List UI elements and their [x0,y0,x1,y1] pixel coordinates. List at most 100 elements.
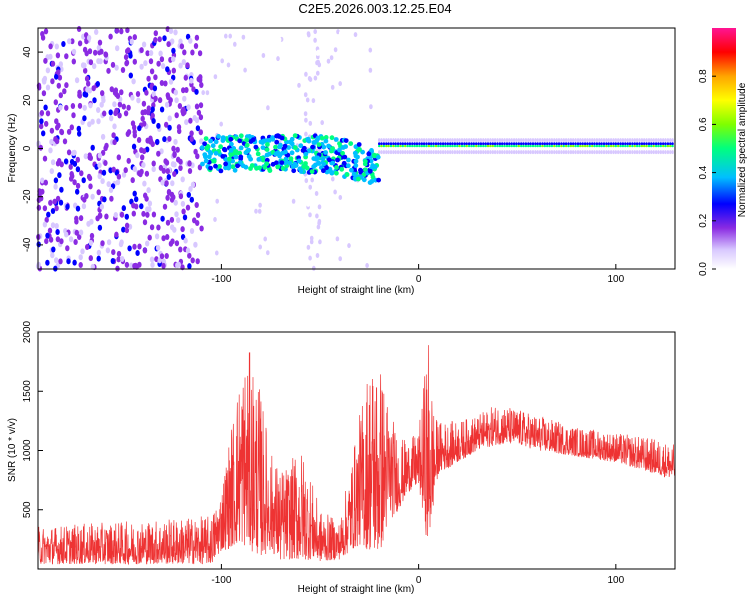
heatmap-cell-732 [315,253,320,258]
heatmap-cell-1499 [512,150,516,155]
heatmap-cell-661 [125,131,130,137]
heatmap-cell-1575 [557,150,561,155]
heatmap-cell-1516 [522,142,525,146]
heatmap-cell-1519 [524,150,528,155]
heatmap-cell-1712 [638,142,641,146]
heatmap-cell-1450 [484,138,487,143]
heatmap-cell-531 [55,195,61,202]
heatmap-cell-1203 [247,134,252,139]
heatmap-cell-726 [213,217,217,222]
heatmap-cell-1397 [451,144,454,148]
heatmap-cell-651 [114,107,119,114]
heatmap-cell-536 [145,240,150,247]
heatmap-cell-1673 [614,144,617,148]
heatmap-cell-1315 [404,150,407,155]
heatmap-cell-1431 [472,150,475,155]
heatmap-cell-787 [340,132,345,138]
spectrogram-y-tick-label-4: 40 [22,46,33,58]
heatmap-cell-359 [190,49,195,56]
heatmap-cell-809 [307,36,311,42]
heatmap-cell-146 [185,33,191,40]
heatmap-cell-1663 [609,150,613,155]
heatmap-cell-1559 [548,150,551,155]
heatmap-cell-1125 [249,163,255,168]
colorbar-tick-label-2: 0.4 [698,165,709,179]
heatmap-cell-1693 [626,144,629,148]
heatmap-cell-1542 [538,138,542,143]
heatmap-cell-277 [142,219,148,226]
heatmap-cell-9 [178,165,183,171]
heatmap-cell-378 [49,138,54,145]
heatmap-cell-1376 [439,142,442,146]
heatmap-cell-253 [131,143,137,150]
heatmap-cell-353 [82,104,87,111]
heatmap-cell-180 [165,234,170,240]
heatmap-cell-840 [317,111,321,117]
heatmap-cell-1058 [230,164,236,170]
heatmap-cell-660 [171,56,176,63]
heatmap-cell-1561 [548,144,551,148]
heatmap-cell-778 [220,51,225,56]
heatmap-cell-63 [147,200,153,207]
heatmap-cell-781 [258,202,262,208]
heatmap-cell-1072 [266,138,272,143]
heatmap-cell-609 [44,238,49,245]
heatmap-cell-1205 [353,153,359,159]
heatmap-cell-1636 [593,142,596,146]
heatmap-cell-1292 [389,142,393,146]
heatmap-cell-1551 [543,150,546,155]
heatmap-cell-407 [186,104,191,111]
heatmap-cell-1646 [600,138,603,143]
heatmap-cell-416 [42,75,48,82]
colorbar-gradient [712,28,736,269]
heatmap-cell-119 [78,229,84,236]
heatmap-cell-91 [42,205,48,212]
heatmap-cell-1453 [484,144,487,148]
heatmap-cell-1708 [635,142,639,146]
heatmap-cell-6 [178,62,183,69]
heatmap-cell-1428 [470,142,473,146]
heatmap-cell-1504 [515,142,518,146]
heatmap-cell-276 [69,124,75,131]
heatmap-cell-1415 [463,150,466,155]
heatmap-cell-1115 [260,145,266,151]
heatmap-cell-1412 [460,142,464,146]
heatmap-cell-1160 [292,133,298,139]
heatmap-cell-266 [54,73,59,80]
heatmap-cell-1532 [531,142,535,146]
heatmap-cell-703 [333,189,337,195]
heatmap-cell-828 [308,77,313,82]
heatmap-cell-1707 [635,150,639,155]
heatmap-cell-1611 [579,150,582,155]
heatmap-cell-1524 [527,142,530,146]
heatmap-cell-1404 [456,142,459,146]
heatmap-cell-1664 [609,142,613,146]
snr-y-tick-label-3: 2000 [22,320,33,343]
heatmap-cell-80 [83,67,88,74]
heatmap-cell-1363 [432,150,435,155]
heatmap-cell-1683 [621,150,625,155]
heatmap-cell-744 [361,187,365,193]
heatmap-cell-1299 [394,150,397,155]
heatmap-cell-295 [48,199,53,206]
heatmap-cell-1659 [607,150,610,155]
heatmap-cell-583 [40,177,45,184]
heatmap-cell-571 [190,181,196,188]
heatmap-cell-529 [197,164,203,171]
heatmap-cell-1639 [595,150,599,155]
heatmap-cell-1345 [420,144,423,148]
heatmap-cell-1525 [527,144,530,148]
heatmap-cell-420 [66,258,71,265]
snr-line [37,345,676,566]
heatmap-cell-122 [50,222,56,229]
heatmap-cell-546 [170,238,175,245]
heatmap-cell-1328 [411,142,414,146]
heatmap-cell-1216 [274,133,279,139]
heatmap-cell-1554 [546,138,549,143]
snr-panel: -100 0 100 500 1000 1500 2000 Height of strai… [7,320,676,595]
heatmap-cell-1178 [244,137,250,143]
heatmap-cell-103 [78,254,83,261]
heatmap-cell-296 [48,53,53,60]
heatmap-cell-735 [365,263,369,268]
heatmap-cell-542 [193,43,199,49]
